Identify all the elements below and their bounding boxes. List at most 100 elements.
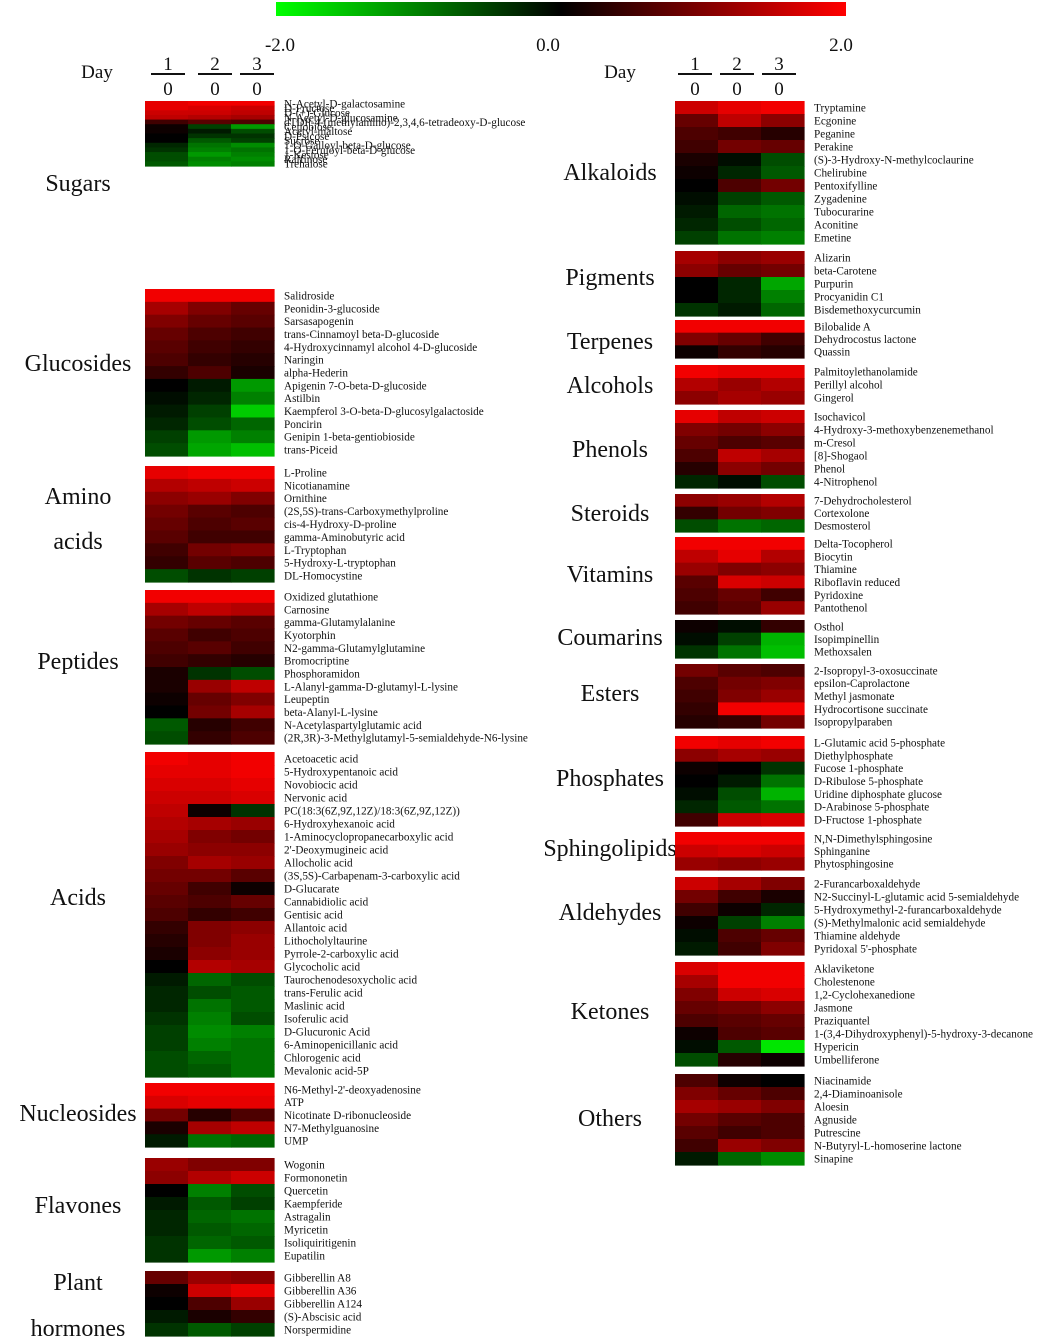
heatmap-cell	[231, 804, 275, 818]
heatmap-cell	[145, 1134, 189, 1148]
heatmap-cell	[188, 1236, 232, 1250]
heatmap-cell	[761, 575, 805, 589]
heatmap-cell	[231, 340, 275, 354]
heatmap-cell	[675, 264, 719, 278]
heatmap-cell	[675, 332, 719, 346]
heatmap-cell	[675, 1126, 719, 1140]
heatmap-cell	[145, 882, 189, 896]
heatmap-cell	[231, 1083, 275, 1097]
heatmap-cell	[675, 153, 719, 167]
metabolite-label: Isopropylparaben	[814, 717, 893, 729]
metabolite-label: Desmosterol	[814, 521, 871, 533]
heatmap-cell	[188, 1271, 232, 1285]
column-fraction-bar	[678, 73, 712, 75]
column-denominator: 0	[163, 79, 173, 100]
heatmap-cell	[145, 491, 189, 506]
heatmap-cell	[231, 960, 275, 974]
color-scale-min-label: -2.0	[265, 35, 295, 56]
heatmap-cell	[231, 1184, 275, 1198]
metabolite-label: Palmitoylethanolamide	[814, 367, 918, 379]
metabolite-label: D-Arabinose 5-phosphate	[814, 802, 929, 814]
metabolite-label: (S)-Abscisic acid	[284, 1312, 362, 1324]
heatmap-cell	[188, 934, 232, 948]
metabolite-label: Sinapine	[814, 1154, 853, 1166]
heatmap-cell	[231, 366, 275, 380]
heatmap-cell	[718, 332, 762, 346]
heatmap-cell	[761, 664, 805, 678]
heatmap-cell	[761, 800, 805, 814]
column-fraction-bar	[762, 73, 796, 75]
heatmap-cell	[761, 475, 805, 489]
heatmap-cell	[188, 615, 232, 630]
heatmap-cell	[675, 506, 719, 520]
heatmap-cell	[231, 1271, 275, 1285]
column-numerator: 1	[690, 54, 700, 75]
metabolite-label: Kyotorphin	[284, 630, 336, 642]
metabolite-label: Poncirin	[284, 419, 322, 431]
heatmap-cell	[188, 466, 232, 480]
group-name: Others	[578, 1106, 642, 1132]
metabolite-label: Nicotinate D-ribonucleoside	[284, 1110, 411, 1122]
heatmap-cell	[231, 705, 275, 719]
metabolite-label: Biocytin	[814, 551, 853, 563]
heatmap-cell	[188, 895, 232, 909]
heatmap-cell	[231, 1012, 275, 1026]
metabolite-group: Acids Acetoacetic acid5-Hydroxypentanoic …	[50, 752, 460, 1078]
heatmap-cell	[188, 1012, 232, 1026]
heatmap-cell	[188, 1223, 232, 1237]
metabolite-label: gamma-Glutamylalanine	[284, 617, 395, 629]
heatmap-cell	[145, 1038, 189, 1052]
heatmap-cell	[761, 519, 805, 533]
heatmap-cell	[718, 303, 762, 317]
heatmap-cell	[675, 1100, 719, 1114]
metabolite-label: Gentisic acid	[284, 910, 343, 922]
heatmap-cell	[675, 1027, 719, 1041]
group-name: Phosphates	[556, 766, 664, 792]
heatmap-cell	[145, 114, 189, 121]
heatmap-cell	[188, 960, 232, 974]
metabolite-label: Salidroside	[284, 290, 334, 302]
metabolite-label: Procyanidin C1	[814, 292, 884, 304]
group-name: Terpenes	[567, 329, 653, 355]
metabolite-label: Oxidized glutathione	[284, 591, 378, 603]
metabolite-label: 1-Aminocyclopropanecarboxylic acid	[284, 832, 454, 844]
heatmap-cell	[718, 787, 762, 801]
heatmap-cell	[718, 645, 762, 659]
heatmap-cell	[231, 1249, 275, 1263]
heatmap-cell	[188, 765, 232, 779]
heatmap-cell	[718, 494, 762, 508]
heatmap-cell	[145, 1210, 189, 1224]
group-name: Sugars	[45, 171, 110, 197]
heatmap-cell	[145, 569, 189, 583]
heatmap-cell	[188, 804, 232, 818]
heatmap-cell	[718, 519, 762, 533]
heatmap-cell	[188, 478, 232, 493]
heatmap-cell	[761, 231, 805, 245]
metabolite-label: D-Psicose	[284, 131, 329, 143]
heatmap-cell	[145, 1184, 189, 1198]
heatmap-cell	[675, 277, 719, 291]
heatmap-cell	[761, 632, 805, 646]
heatmap-cell	[145, 327, 189, 341]
metabolite-label: Peganine	[814, 129, 855, 141]
heatmap-cell	[675, 462, 719, 476]
heatmap-cell	[145, 1236, 189, 1250]
heatmap-cell	[231, 1158, 275, 1172]
heatmap-cell	[761, 365, 805, 379]
heatmap-cell	[188, 869, 232, 883]
metabolite-label: Isoferulic acid	[284, 1014, 349, 1026]
metabolite-group: Esters 2-Isopropyl-3-oxosuccinateepsilon-…	[581, 664, 938, 729]
metabolite-label: Hydrocortisone succinate	[814, 704, 928, 716]
heatmap-cell	[145, 301, 189, 316]
heatmap-cell	[188, 353, 232, 367]
heatmap-cell	[761, 537, 805, 551]
heatmap-cell	[761, 462, 805, 476]
metabolite-label: Eupatilin	[284, 1251, 325, 1263]
heatmap-cell	[188, 1064, 232, 1078]
heatmap-cell	[231, 378, 275, 393]
metabolite-label: Ecgonine	[814, 116, 856, 128]
metabolite-label: 2,4-Diaminoanisole	[814, 1089, 903, 1101]
metabolite-group: Steroids 7-DehydrocholesterolCortexoloneD…	[571, 494, 912, 533]
metabolite-label: 5-Hydroxy-L-tryptophan	[284, 558, 396, 570]
